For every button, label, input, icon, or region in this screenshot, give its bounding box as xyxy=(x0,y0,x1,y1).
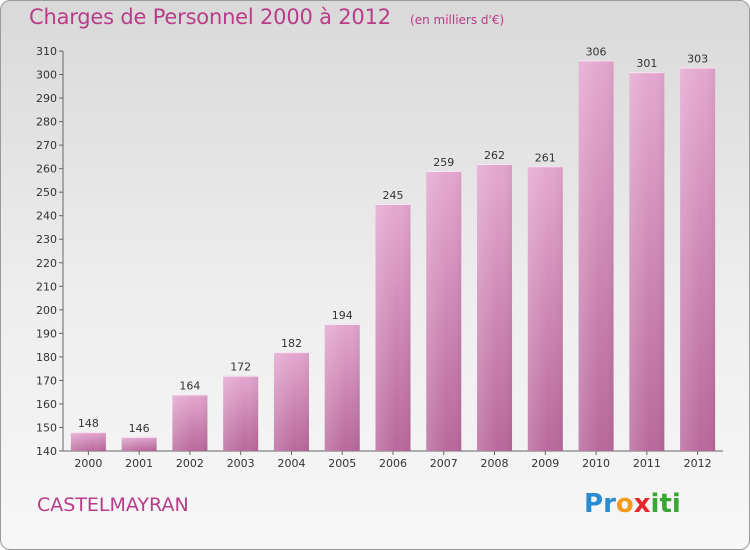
bar-shade-2010 xyxy=(578,60,614,451)
logo-letter: x xyxy=(633,489,651,519)
y-axis: 140 150 160 170 180 190 200 210 220 230 240 250 260 2… xyxy=(36,45,64,458)
data-label-2007: 259 xyxy=(433,156,454,169)
x-tick-label: 2002 xyxy=(176,457,204,470)
y-tick-label: 290 xyxy=(36,92,57,105)
chart-title-block: Charges de Personnel 2000 à 2012 (en mil… xyxy=(29,5,504,29)
x-tick-label: 2010 xyxy=(582,457,610,470)
bar-shade-2001 xyxy=(121,436,157,451)
x-tick-label: 2011 xyxy=(633,457,661,470)
data-label-2000: 148 xyxy=(78,417,99,430)
bar-shade-2006 xyxy=(375,203,411,451)
y-tick-label: 140 xyxy=(36,445,57,458)
bar-shade-2012 xyxy=(680,67,716,452)
data-label-2010: 306 xyxy=(586,45,607,58)
bar-shade-2008 xyxy=(477,163,513,452)
x-tick-label: 2009 xyxy=(531,457,559,470)
x-tick-label: 2006 xyxy=(379,457,407,470)
logo-letter: P xyxy=(584,489,604,519)
y-tick-label: 190 xyxy=(36,327,57,340)
proxiti-logo: Proxiti xyxy=(584,489,681,519)
bar-shade-2009 xyxy=(527,166,563,451)
x-tick-label: 2003 xyxy=(227,457,255,470)
y-tick-label: 240 xyxy=(36,210,57,223)
y-tick-label: 210 xyxy=(36,280,57,293)
bar-shade-2011 xyxy=(629,72,665,452)
logo-letter: o xyxy=(615,489,634,519)
bar-shade-2004 xyxy=(273,352,309,451)
x-tick-label: 2001 xyxy=(125,457,153,470)
y-tick-label: 160 xyxy=(36,398,57,411)
data-label-2002: 164 xyxy=(179,380,200,393)
bar-shade-2007 xyxy=(426,171,462,451)
x-tick-label: 2012 xyxy=(684,457,712,470)
y-tick-label: 260 xyxy=(36,163,57,176)
y-tick-label: 150 xyxy=(36,421,57,434)
data-labels-group: 148 146 164 172 182 194 245 259 262 261 306 301 303 xyxy=(78,45,708,434)
bar-shade-2005 xyxy=(324,323,360,451)
logo-letter: i xyxy=(650,489,660,519)
bars-group xyxy=(70,60,716,452)
data-label-2003: 172 xyxy=(230,361,251,374)
x-axis: 2000 2001 2002 2003 2004 2005 2006 2007 2008 2009… xyxy=(63,450,723,470)
x-tick-label: 2007 xyxy=(430,457,458,470)
y-tick-label: 230 xyxy=(36,233,57,246)
data-label-2006: 245 xyxy=(383,189,404,202)
y-tick-label: 200 xyxy=(36,304,57,317)
logo-letter: i xyxy=(671,489,681,519)
y-tick-label: 180 xyxy=(36,351,57,364)
y-tick-label: 170 xyxy=(36,374,57,387)
data-label-2001: 146 xyxy=(129,422,150,435)
logo-letter: r xyxy=(603,489,616,519)
x-tick-label: 2004 xyxy=(277,457,305,470)
data-label-2011: 301 xyxy=(636,57,657,70)
chart-title: Charges de Personnel 2000 à 2012 xyxy=(29,5,391,29)
x-tick-label: 2000 xyxy=(74,457,102,470)
data-label-2005: 194 xyxy=(332,309,353,322)
y-tick-label: 300 xyxy=(36,69,57,82)
x-tick-label: 2005 xyxy=(328,457,356,470)
commune-name: CASTELMAYRAN xyxy=(37,494,189,516)
bar-shade-2003 xyxy=(223,375,259,451)
data-label-2009: 261 xyxy=(535,151,556,164)
data-label-2008: 262 xyxy=(484,149,505,162)
chart-subtitle: (en milliers d'€) xyxy=(410,13,505,27)
y-tick-label: 280 xyxy=(36,116,57,129)
y-tick-label: 250 xyxy=(36,186,57,199)
x-tick-label: 2008 xyxy=(481,457,509,470)
data-label-2012: 303 xyxy=(687,52,708,65)
y-tick-label: 310 xyxy=(36,45,57,58)
logo-letter: t xyxy=(659,489,672,519)
y-tick-label: 220 xyxy=(36,257,57,270)
bar-shade-2000 xyxy=(70,432,106,451)
bar-shade-2002 xyxy=(172,394,208,451)
y-tick-label: 270 xyxy=(36,139,57,152)
data-label-2004: 182 xyxy=(281,337,302,350)
